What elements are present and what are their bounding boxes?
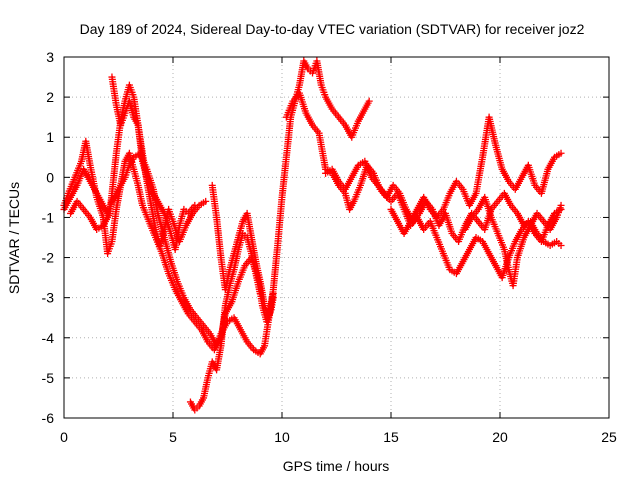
y-tick-label: 0	[46, 169, 54, 185]
point-track-c	[202, 197, 210, 205]
point-track-g	[557, 242, 565, 250]
tick-labels: 0 5 10 15 20 25 -6 -5 -4 -3 -2 -1 0 1 2 3	[42, 49, 617, 445]
x-tick-label: 10	[274, 429, 290, 445]
x-tick-label: 5	[169, 429, 177, 445]
chart-title: Day 189 of 2024, Sidereal Day-to-day VTE…	[80, 21, 585, 37]
y-tick-label: -3	[42, 290, 55, 306]
y-axis-label: SDTVAR / TECUs	[6, 182, 22, 294]
data-points	[60, 57, 565, 414]
x-axis-label: GPS time / hours	[283, 458, 390, 474]
x-tick-label: 20	[492, 429, 508, 445]
x-tick-label: 25	[601, 429, 617, 445]
y-tick-label: 2	[46, 89, 54, 105]
point-track-d	[191, 201, 199, 209]
x-tick-label: 0	[60, 429, 68, 445]
y-tick-label: -5	[42, 370, 55, 386]
x-tick-label: 15	[383, 429, 399, 445]
y-tick-label: 1	[46, 129, 54, 145]
y-tick-label: 3	[46, 49, 54, 65]
point-track-f	[365, 97, 373, 105]
plot-frame	[63, 56, 610, 419]
y-tick-label: -4	[42, 330, 55, 346]
y-tick-label: -2	[42, 250, 55, 266]
y-tick-label: -1	[42, 209, 55, 225]
point-track-i	[557, 149, 565, 157]
point-track-j	[557, 201, 565, 209]
y-tick-label: -6	[42, 410, 55, 426]
